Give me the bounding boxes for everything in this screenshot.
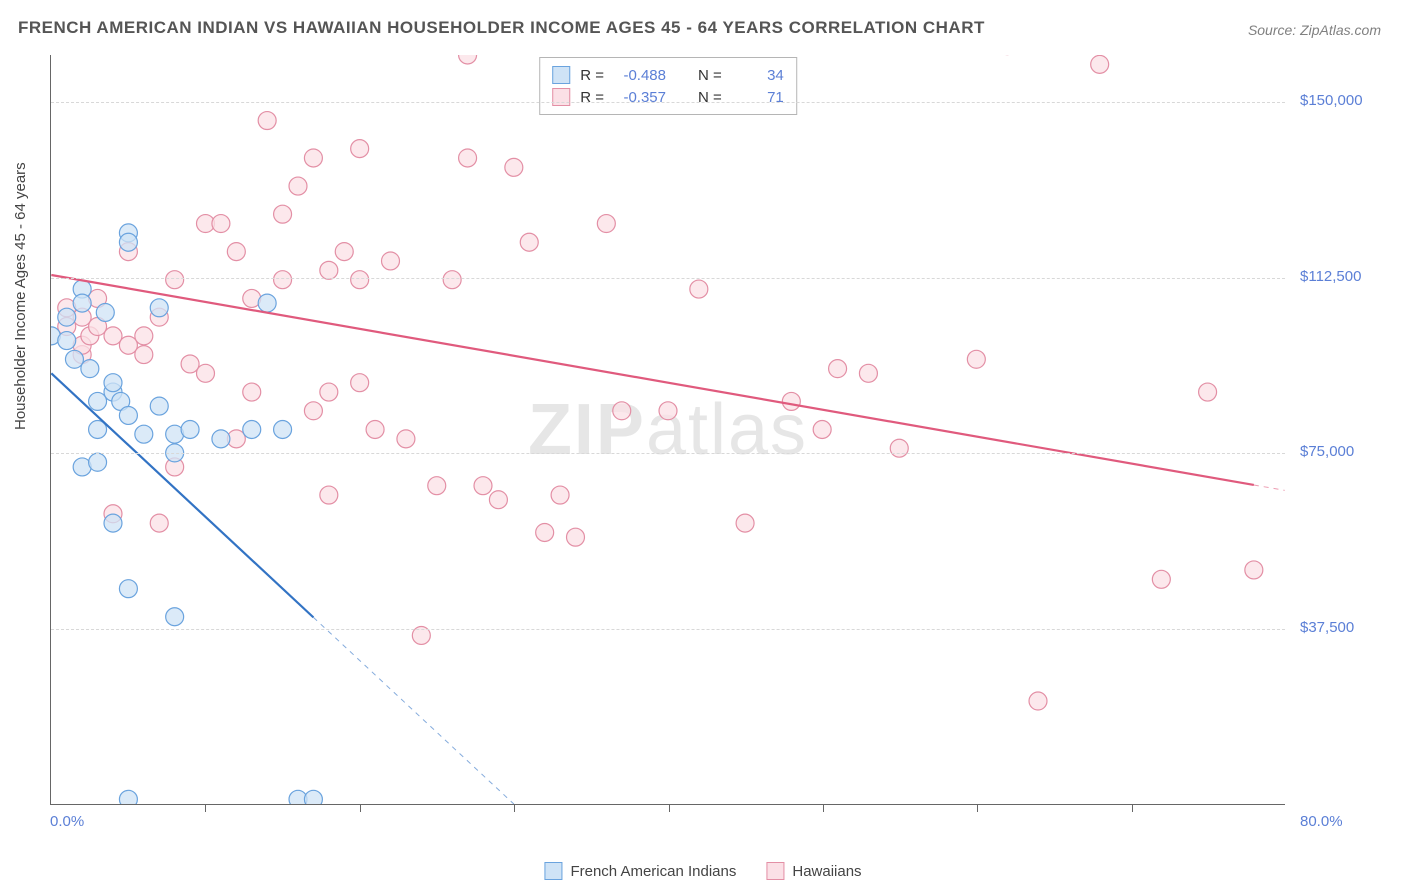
x-max-label: 80.0% (1300, 813, 1343, 830)
stats-legend-box: R = -0.488 N = 34 R = -0.357 N = 71 (539, 57, 797, 115)
source-attribution: Source: ZipAtlas.com (1248, 22, 1381, 38)
x-tick (205, 804, 206, 812)
legend-label: Hawaiians (792, 863, 861, 880)
swatch-icon (544, 862, 562, 880)
y-tick-label: $75,000 (1300, 443, 1354, 460)
legend-item: French American Indians (544, 862, 736, 880)
x-tick (977, 804, 978, 812)
gridline (51, 629, 1285, 630)
x-tick (1132, 804, 1133, 812)
bottom-legend: French American Indians Hawaiians (544, 862, 861, 880)
stats-row: R = -0.488 N = 34 (552, 64, 784, 86)
legend-item: Hawaiians (766, 862, 861, 880)
r-value: -0.488 (614, 67, 666, 84)
y-tick-label: $150,000 (1300, 92, 1363, 109)
chart-title: FRENCH AMERICAN INDIAN VS HAWAIIAN HOUSE… (18, 18, 985, 38)
watermark: ZIPatlas (528, 389, 808, 471)
r-value: -0.357 (614, 89, 666, 106)
n-value: 34 (732, 67, 784, 84)
r-label: R = (580, 67, 604, 84)
swatch-icon (552, 88, 570, 106)
x-tick (823, 804, 824, 812)
gridline (51, 453, 1285, 454)
n-label: N = (698, 67, 722, 84)
legend-label: French American Indians (570, 863, 736, 880)
y-axis-label: Householder Income Ages 45 - 64 years (12, 162, 29, 430)
x-tick (514, 804, 515, 812)
gridline (51, 278, 1285, 279)
swatch-icon (766, 862, 784, 880)
y-tick-label: $37,500 (1300, 619, 1354, 636)
stats-row: R = -0.357 N = 71 (552, 86, 784, 108)
gridline (51, 102, 1285, 103)
y-tick-label: $112,500 (1300, 268, 1361, 285)
x-min-label: 0.0% (50, 813, 84, 830)
r-label: R = (580, 89, 604, 106)
n-value: 71 (732, 89, 784, 106)
swatch-icon (552, 66, 570, 84)
x-tick (360, 804, 361, 812)
x-tick (669, 804, 670, 812)
n-label: N = (698, 89, 722, 106)
scatter-svg (51, 55, 1285, 804)
plot-area: ZIPatlas R = -0.488 N = 34 R = -0.357 N … (50, 55, 1285, 805)
